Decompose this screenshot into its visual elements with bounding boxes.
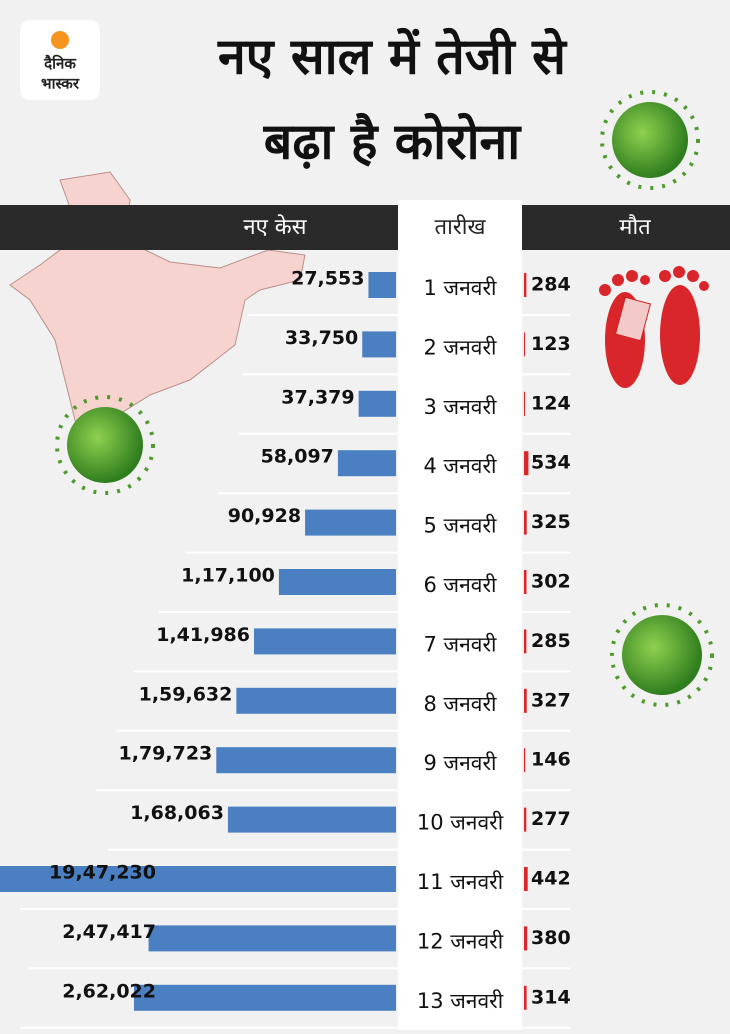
case-label: 37,379 (281, 386, 354, 408)
case-label: 1,68,063 (130, 802, 224, 824)
date-column (398, 200, 522, 1030)
death-label: 285 (531, 630, 571, 652)
death-label: 380 (531, 927, 571, 949)
death-label: 302 (531, 571, 571, 593)
death-label: 442 (531, 868, 571, 890)
feet-icon (599, 266, 709, 388)
death-bar (524, 391, 526, 416)
death-label: 327 (531, 689, 571, 711)
death-label: 277 (531, 808, 571, 830)
case-label: 33,750 (285, 327, 358, 349)
date-label: 9 जनवरी (424, 751, 498, 775)
virus (610, 603, 714, 707)
logo-box (20, 20, 100, 100)
date-label: 13 जनवरी (417, 989, 504, 1013)
death-bar (524, 807, 527, 832)
death-bar (524, 510, 527, 535)
case-bar (254, 628, 396, 655)
case-bar (362, 331, 396, 358)
case-label: 90,928 (228, 505, 301, 527)
death-label: 146 (531, 749, 571, 771)
case-label: 1,79,723 (119, 743, 213, 765)
death-label: 124 (531, 392, 571, 414)
date-label: 6 जनवरी (424, 573, 498, 597)
date-label: 4 जनवरी (424, 454, 498, 478)
header-bar (0, 205, 730, 250)
date-label: 8 जनवरी (424, 692, 498, 716)
death-bar (524, 688, 527, 713)
death-bar (524, 570, 527, 594)
case-bar (368, 272, 396, 298)
death-bar (524, 451, 529, 476)
death-bar (524, 273, 527, 297)
case-label: 27,553 (291, 268, 364, 290)
case-bar (216, 747, 396, 774)
date-label: 12 जनवरी (417, 929, 504, 953)
date-label: 2 जनवरी (424, 335, 498, 359)
death-label: 123 (531, 333, 571, 355)
column-header: मौत (619, 214, 651, 240)
case-label: 1,41,986 (156, 624, 250, 646)
logo-sun (51, 31, 69, 49)
logo-text: भास्कर (41, 75, 80, 93)
death-bar (524, 748, 526, 773)
column-header: नए केस (243, 214, 307, 240)
bars (0, 272, 396, 1011)
logo-text: दैनिक (43, 55, 77, 73)
title: बढ़ा है कोरोना (263, 113, 523, 171)
death-label: 534 (531, 452, 571, 474)
death-label: 325 (531, 511, 571, 533)
death-bar (524, 926, 528, 951)
case-bar (133, 984, 396, 1011)
date-label: 1 जनवरी (424, 276, 498, 300)
case-label: 2,62,022 (62, 980, 156, 1002)
case-label: 1,59,632 (139, 683, 233, 705)
column-header: तारीख (435, 214, 487, 240)
case-bar (305, 509, 396, 536)
case-label: 58,097 (261, 446, 334, 468)
date-label: 3 जनवरी (424, 395, 498, 419)
date-label: 7 जनवरी (424, 632, 498, 656)
case-bar (148, 925, 396, 952)
date-label: 11 जनवरी (417, 870, 504, 894)
case-bar (278, 569, 396, 595)
death-label: 284 (531, 274, 571, 296)
death-bar (524, 332, 526, 357)
case-bar (227, 806, 396, 833)
case-bar (337, 450, 396, 477)
death-bar (524, 629, 527, 654)
title: नए साल में तेजी से (217, 28, 568, 86)
case-bar (0, 866, 396, 892)
death-label: 314 (531, 986, 571, 1008)
date-label: 5 जनवरी (424, 514, 498, 538)
case-bar (358, 390, 396, 417)
case-label: 19,47,230 (49, 862, 156, 884)
date-label: 10 जनवरी (417, 811, 504, 835)
case-label: 1,17,100 (181, 565, 275, 587)
virus (55, 395, 155, 495)
virus (600, 90, 700, 190)
death-bar (524, 985, 527, 1010)
case-bar (236, 687, 396, 714)
case-label: 2,47,417 (62, 921, 156, 943)
death-bar (524, 867, 528, 891)
